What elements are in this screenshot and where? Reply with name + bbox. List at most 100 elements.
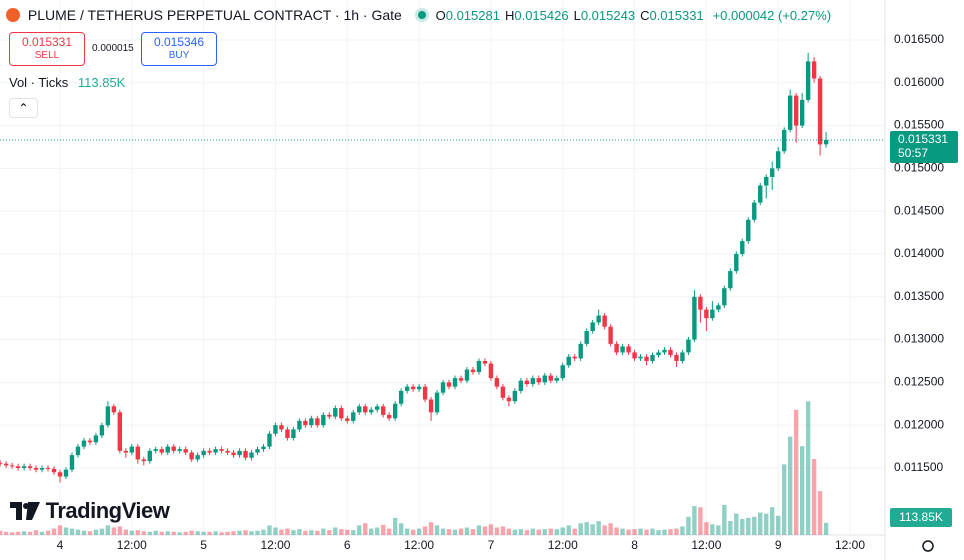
volume-bar — [500, 526, 506, 535]
sell-button[interactable]: 0.015331 SELL — [9, 32, 85, 66]
candle-body — [764, 176, 769, 186]
candle-body — [644, 356, 649, 361]
candle-body — [297, 420, 302, 430]
volume-bar — [686, 516, 691, 535]
volume-bar — [237, 530, 242, 535]
candle-body — [518, 380, 524, 391]
buy-button[interactable]: 0.015346 BUY — [141, 32, 217, 66]
volume-bar — [159, 531, 164, 535]
volume-bar — [734, 513, 739, 535]
volume-bar — [805, 401, 811, 535]
candle-body — [87, 440, 93, 443]
x-tick-label: 9 — [775, 538, 782, 552]
ohlc-legend: O0.015281 H0.015426 L0.015243 C0.015331 — [436, 8, 709, 23]
sell-label: SELL — [34, 50, 60, 61]
candle-body — [309, 418, 314, 426]
candle-body — [231, 452, 236, 456]
collapse-button[interactable]: ⌃ — [9, 98, 38, 118]
candle-body — [153, 449, 158, 451]
volume-bar — [446, 529, 452, 535]
candle-body — [542, 375, 547, 383]
volume-bar — [608, 523, 613, 535]
volume-indicator-label: Vol · Ticks — [9, 75, 69, 90]
candle-body — [422, 386, 428, 400]
candle-body — [261, 446, 266, 450]
candle-body — [321, 414, 326, 426]
candle-body — [392, 403, 398, 419]
candle-body — [524, 380, 530, 385]
y-tick-label: 0.015500 — [894, 118, 944, 132]
candle-body — [99, 425, 105, 436]
candle-body — [273, 425, 278, 434]
volume-bar — [799, 446, 805, 535]
candle-body — [159, 449, 164, 453]
volume-bar — [63, 527, 69, 535]
candle-body — [267, 433, 272, 447]
candle-body — [63, 469, 69, 477]
status-dot — [417, 11, 426, 19]
candle-body — [135, 446, 141, 460]
volume-bar — [632, 529, 637, 535]
volume-bar — [171, 531, 176, 535]
candle-body — [781, 129, 787, 152]
candle-body — [9, 465, 15, 467]
candle-body — [458, 378, 464, 381]
volume-bar — [117, 526, 123, 535]
candle-body — [674, 354, 679, 361]
volume-bar — [392, 517, 398, 535]
volume-bar — [572, 528, 577, 535]
volume-bar — [692, 506, 697, 535]
candle-body — [386, 414, 392, 419]
candle-body — [3, 463, 9, 466]
candle-body — [638, 356, 643, 359]
ohlc-value: 0.015281 — [445, 8, 500, 23]
symbol-logo — [6, 8, 20, 22]
x-tick-label: 12:00 — [404, 538, 434, 552]
ohlc-key: C — [640, 8, 650, 23]
volume-bar — [351, 530, 356, 535]
candle-body — [752, 202, 757, 220]
volume-bar — [452, 529, 458, 535]
volume-bar — [476, 525, 482, 535]
candle-body — [171, 446, 176, 451]
candle-body — [255, 449, 260, 453]
volume-bar — [3, 531, 9, 535]
volume-bar — [99, 528, 105, 535]
candle-body — [147, 450, 152, 462]
volume-bar — [680, 526, 685, 535]
volume-bar — [147, 531, 152, 535]
candle-body — [632, 352, 637, 359]
buy-label: BUY — [168, 50, 190, 61]
candle-body — [446, 382, 452, 387]
candle-body — [69, 455, 75, 470]
volume-bar — [345, 529, 350, 535]
volume-bar — [321, 528, 326, 535]
candle-body — [225, 450, 230, 453]
candle-body — [93, 435, 99, 443]
volume-bar — [740, 518, 745, 535]
volume-bar — [440, 528, 446, 535]
candle-body — [51, 468, 57, 473]
candle-body — [105, 406, 111, 426]
candle-body — [686, 339, 691, 353]
candle-body — [21, 466, 27, 468]
ohlc-value: 0.015426 — [514, 8, 569, 23]
volume-bar — [165, 531, 170, 535]
candle-body — [380, 406, 386, 415]
price-axis-bg — [885, 0, 964, 560]
volume-bar — [644, 529, 649, 535]
candle-body — [398, 390, 404, 404]
volume-bar — [578, 523, 583, 535]
candle-body — [740, 241, 745, 254]
volume-bar — [327, 530, 332, 535]
volume-bar — [434, 525, 440, 535]
volume-bar — [656, 530, 661, 535]
candle-body — [728, 271, 733, 289]
volume-bar — [9, 532, 15, 535]
volume-bar — [668, 529, 673, 535]
candle-body — [746, 219, 751, 242]
candle-body — [494, 378, 500, 387]
ohlc-value: 0.015243 — [580, 8, 636, 23]
volume-indicator: Vol · Ticks 113.85K — [9, 75, 125, 90]
volume-bar — [752, 516, 757, 535]
